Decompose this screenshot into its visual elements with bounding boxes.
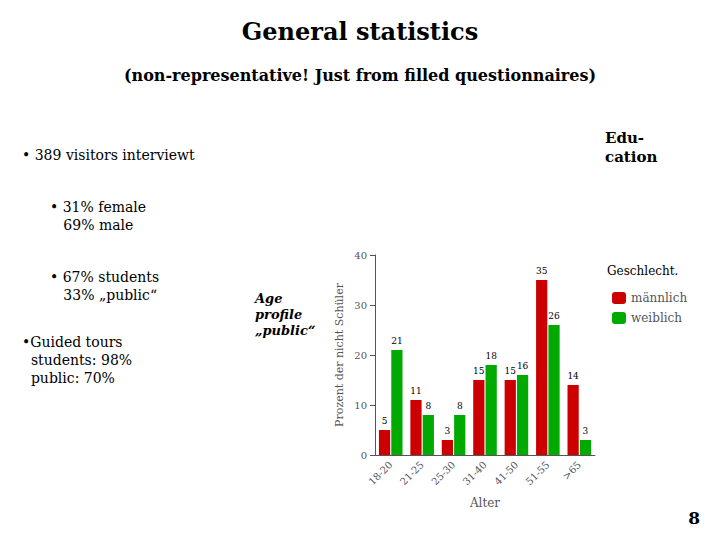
svg-text:Age: Age [253, 291, 282, 306]
svg-text:(non-representative! Just from: (non-representative! Just from filled qu… [124, 66, 596, 85]
svg-text:10: 10 [354, 400, 367, 411]
svg-text:8: 8 [688, 508, 700, 528]
svg-text:30: 30 [354, 300, 367, 311]
svg-text:„public“: „public“ [255, 323, 315, 338]
svg-text:35: 35 [536, 266, 548, 276]
svg-text:0: 0 [361, 450, 367, 461]
svg-text:31-40: 31-40 [461, 459, 489, 487]
svg-text:Alter: Alter [469, 496, 500, 510]
svg-text:weiblich: weiblich [631, 311, 682, 325]
svg-text:• 67% students: • 67% students [50, 269, 159, 285]
svg-text:public: 70%: public: 70% [22, 370, 115, 386]
svg-text:15: 15 [505, 366, 517, 376]
svg-text:8: 8 [425, 401, 431, 411]
svg-text:69% male: 69% male [50, 217, 133, 233]
svg-text:25-30: 25-30 [429, 459, 457, 487]
svg-text:3: 3 [583, 426, 589, 436]
svg-text:51-55: 51-55 [524, 459, 552, 487]
svg-text:• 31% female: • 31% female [50, 199, 146, 215]
svg-text:33% „public“: 33% „public“ [50, 287, 157, 303]
svg-text:cation: cation [605, 148, 657, 166]
svg-text:•Guided tours: •Guided tours [22, 334, 123, 350]
svg-text:• 389 visitors interviewt: • 389 visitors interviewt [22, 147, 195, 163]
svg-text:8: 8 [457, 401, 463, 411]
svg-text:>65: >65 [560, 459, 583, 482]
svg-text:5: 5 [382, 416, 388, 426]
svg-text:11: 11 [410, 386, 421, 396]
svg-text:Edu-: Edu- [605, 129, 644, 147]
svg-text:21-25: 21-25 [398, 459, 426, 487]
svg-text:15: 15 [473, 366, 485, 376]
svg-text:40: 40 [354, 250, 367, 261]
svg-text:Prozent der nicht Schüler: Prozent der nicht Schüler [333, 282, 346, 427]
svg-text:students: 98%: students: 98% [22, 352, 132, 368]
svg-text:General statistics: General statistics [242, 17, 478, 46]
svg-text:20: 20 [354, 350, 367, 361]
svg-text:14: 14 [567, 371, 579, 381]
svg-text:41-50: 41-50 [492, 459, 520, 487]
svg-text:18: 18 [485, 351, 497, 361]
svg-text:3: 3 [445, 426, 451, 436]
svg-text:männlich: männlich [631, 291, 687, 305]
svg-text:18-20: 18-20 [366, 459, 394, 487]
svg-text:21: 21 [391, 336, 402, 346]
svg-text:26: 26 [548, 311, 560, 321]
svg-text:16: 16 [517, 361, 529, 371]
svg-text:profile: profile [255, 307, 302, 322]
svg-text:Geschlecht.: Geschlecht. [607, 264, 678, 278]
